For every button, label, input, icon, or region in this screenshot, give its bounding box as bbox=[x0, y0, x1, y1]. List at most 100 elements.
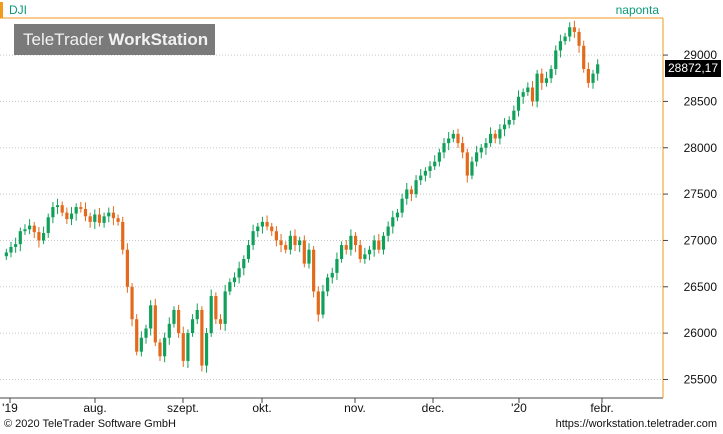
copyright: © 2020 TeleTrader Software GmbH bbox=[4, 418, 176, 430]
candle-body bbox=[139, 337, 143, 352]
candle-body bbox=[433, 161, 437, 167]
candle-body bbox=[167, 323, 171, 338]
candle-body bbox=[200, 309, 204, 366]
candle-body bbox=[18, 231, 22, 245]
candle-body bbox=[46, 217, 50, 234]
candle-body bbox=[135, 319, 139, 352]
candle-body bbox=[14, 244, 18, 247]
candle-body bbox=[4, 252, 8, 257]
x-tick-label: okt. bbox=[252, 401, 271, 415]
candle-body bbox=[526, 87, 530, 93]
candle-body bbox=[339, 245, 344, 259]
candle-body bbox=[186, 333, 190, 361]
candle-body bbox=[377, 240, 381, 250]
symbol-marker bbox=[0, 2, 3, 18]
y-tick-label: 28500 bbox=[684, 94, 718, 108]
candle-body bbox=[284, 245, 288, 250]
candle-body bbox=[451, 133, 455, 139]
candle-body bbox=[242, 258, 246, 269]
candle-body bbox=[419, 175, 423, 181]
candle-body bbox=[130, 286, 134, 320]
candle-body bbox=[28, 225, 32, 230]
footer-url[interactable]: https://workstation.teletrader.com bbox=[555, 418, 717, 430]
candle-body bbox=[344, 245, 348, 250]
period-label[interactable]: naponta bbox=[615, 3, 659, 17]
candle-body bbox=[447, 138, 451, 144]
candle-body bbox=[65, 212, 69, 220]
y-tick-label: 25500 bbox=[684, 372, 718, 386]
candle-body bbox=[83, 208, 88, 217]
candle-body bbox=[158, 342, 162, 357]
candle-body bbox=[326, 277, 330, 292]
candle-body bbox=[279, 240, 283, 246]
candle-body bbox=[442, 143, 446, 153]
candle-body bbox=[423, 170, 427, 176]
x-tick-label: '20 bbox=[511, 401, 527, 415]
candle-body bbox=[558, 41, 563, 51]
x-tick-label: '19 bbox=[2, 401, 18, 415]
y-axis-ticks: 25500 26000 26500 27000 27500 28000 28500 29000 bbox=[663, 48, 717, 386]
candle-body bbox=[316, 291, 320, 315]
candle-body bbox=[554, 50, 558, 69]
candle-body bbox=[530, 87, 535, 102]
candle-body bbox=[111, 212, 116, 219]
candle-body bbox=[246, 245, 251, 259]
x-tick-label: dec. bbox=[422, 401, 445, 415]
x-tick-label: aug. bbox=[83, 401, 106, 415]
candle-body bbox=[484, 143, 488, 148]
candle-body bbox=[544, 78, 549, 83]
symbol-label: DJI bbox=[9, 3, 27, 17]
candle-body bbox=[372, 240, 376, 250]
candle-body bbox=[93, 214, 97, 222]
y-tick-label: 26500 bbox=[684, 280, 718, 294]
candle-body bbox=[400, 198, 404, 213]
x-tick-label: febr. bbox=[590, 401, 613, 415]
watermark-product: WorkStation bbox=[108, 30, 209, 49]
candle-body bbox=[563, 36, 567, 42]
candle-body bbox=[307, 249, 311, 264]
candle-body bbox=[414, 180, 418, 195]
candle-body bbox=[260, 221, 265, 227]
candle-body bbox=[493, 133, 497, 139]
candle-body bbox=[107, 212, 111, 217]
candle-body bbox=[218, 319, 223, 324]
y-tick-label: 27500 bbox=[684, 187, 718, 201]
candle-body bbox=[51, 207, 55, 218]
candle-body bbox=[181, 333, 185, 361]
candle-body bbox=[363, 254, 367, 259]
candle-body bbox=[274, 231, 278, 241]
candle-body bbox=[535, 73, 539, 102]
candle-body bbox=[321, 291, 325, 315]
candle-body bbox=[479, 147, 483, 153]
y-tick-label: 27000 bbox=[684, 233, 718, 247]
candle-body bbox=[149, 305, 153, 329]
candle-body bbox=[540, 73, 544, 83]
candle-body bbox=[381, 235, 386, 250]
candle-body bbox=[335, 258, 339, 273]
candle-body bbox=[395, 212, 400, 218]
candle-body bbox=[498, 129, 502, 139]
candles bbox=[4, 20, 600, 373]
candle-body bbox=[37, 232, 41, 241]
candle-body bbox=[251, 231, 255, 246]
candle-body bbox=[475, 152, 479, 162]
candle-body bbox=[163, 337, 167, 357]
candle-body bbox=[41, 233, 46, 241]
candle-body bbox=[596, 64, 600, 74]
candle-body bbox=[516, 96, 521, 111]
candle-body bbox=[512, 110, 516, 120]
candle-body bbox=[353, 235, 358, 246]
candle-body bbox=[153, 305, 157, 343]
candle-body bbox=[88, 216, 92, 222]
candle-body bbox=[177, 309, 181, 334]
candle-body bbox=[60, 205, 64, 213]
candle-body bbox=[367, 249, 372, 255]
candle-body bbox=[125, 249, 129, 287]
candle-body bbox=[386, 226, 390, 236]
candle-body bbox=[302, 240, 306, 264]
candle-body bbox=[9, 246, 13, 253]
candle-body bbox=[456, 133, 460, 144]
candle-body bbox=[405, 189, 409, 199]
candle-body bbox=[312, 249, 316, 292]
candle-body bbox=[32, 225, 36, 233]
